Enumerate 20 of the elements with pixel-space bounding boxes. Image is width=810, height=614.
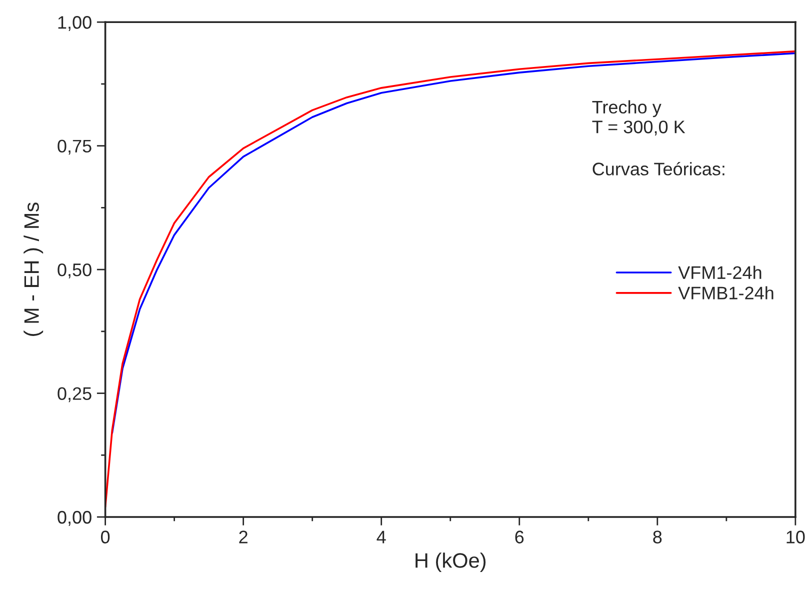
x-tick-label: 4 [376, 530, 386, 544]
x-tick-label: 8 [653, 530, 662, 544]
legend-label: VFM1-24h [678, 266, 762, 279]
line-series [111, 52, 796, 434]
y-tick-label: 0,25 [58, 387, 92, 402]
x-tick-label: 10 [786, 530, 805, 544]
y-axis-title: ( M - EH ) / Ms [24, 202, 44, 336]
legend-label: VFMB1-24h [678, 286, 774, 300]
annotation: T = 300,0 K [592, 120, 686, 136]
x-tick-label: 6 [515, 530, 524, 544]
y-tick-label: 0,75 [58, 140, 92, 155]
x-tick-label: 0 [100, 530, 110, 544]
x-axis-title: H (kOe) [416, 552, 486, 572]
annotation: Trecho y [592, 100, 662, 118]
y-tick-label: 0,00 [58, 510, 92, 526]
annotation: Curvas Teóricas: [592, 162, 724, 176]
y-tick-label: 0,50 [58, 263, 92, 278]
line-series [105, 50, 796, 508]
x-tick-label: 2 [239, 530, 248, 544]
y-tick-label: 1,00 [58, 16, 92, 31]
